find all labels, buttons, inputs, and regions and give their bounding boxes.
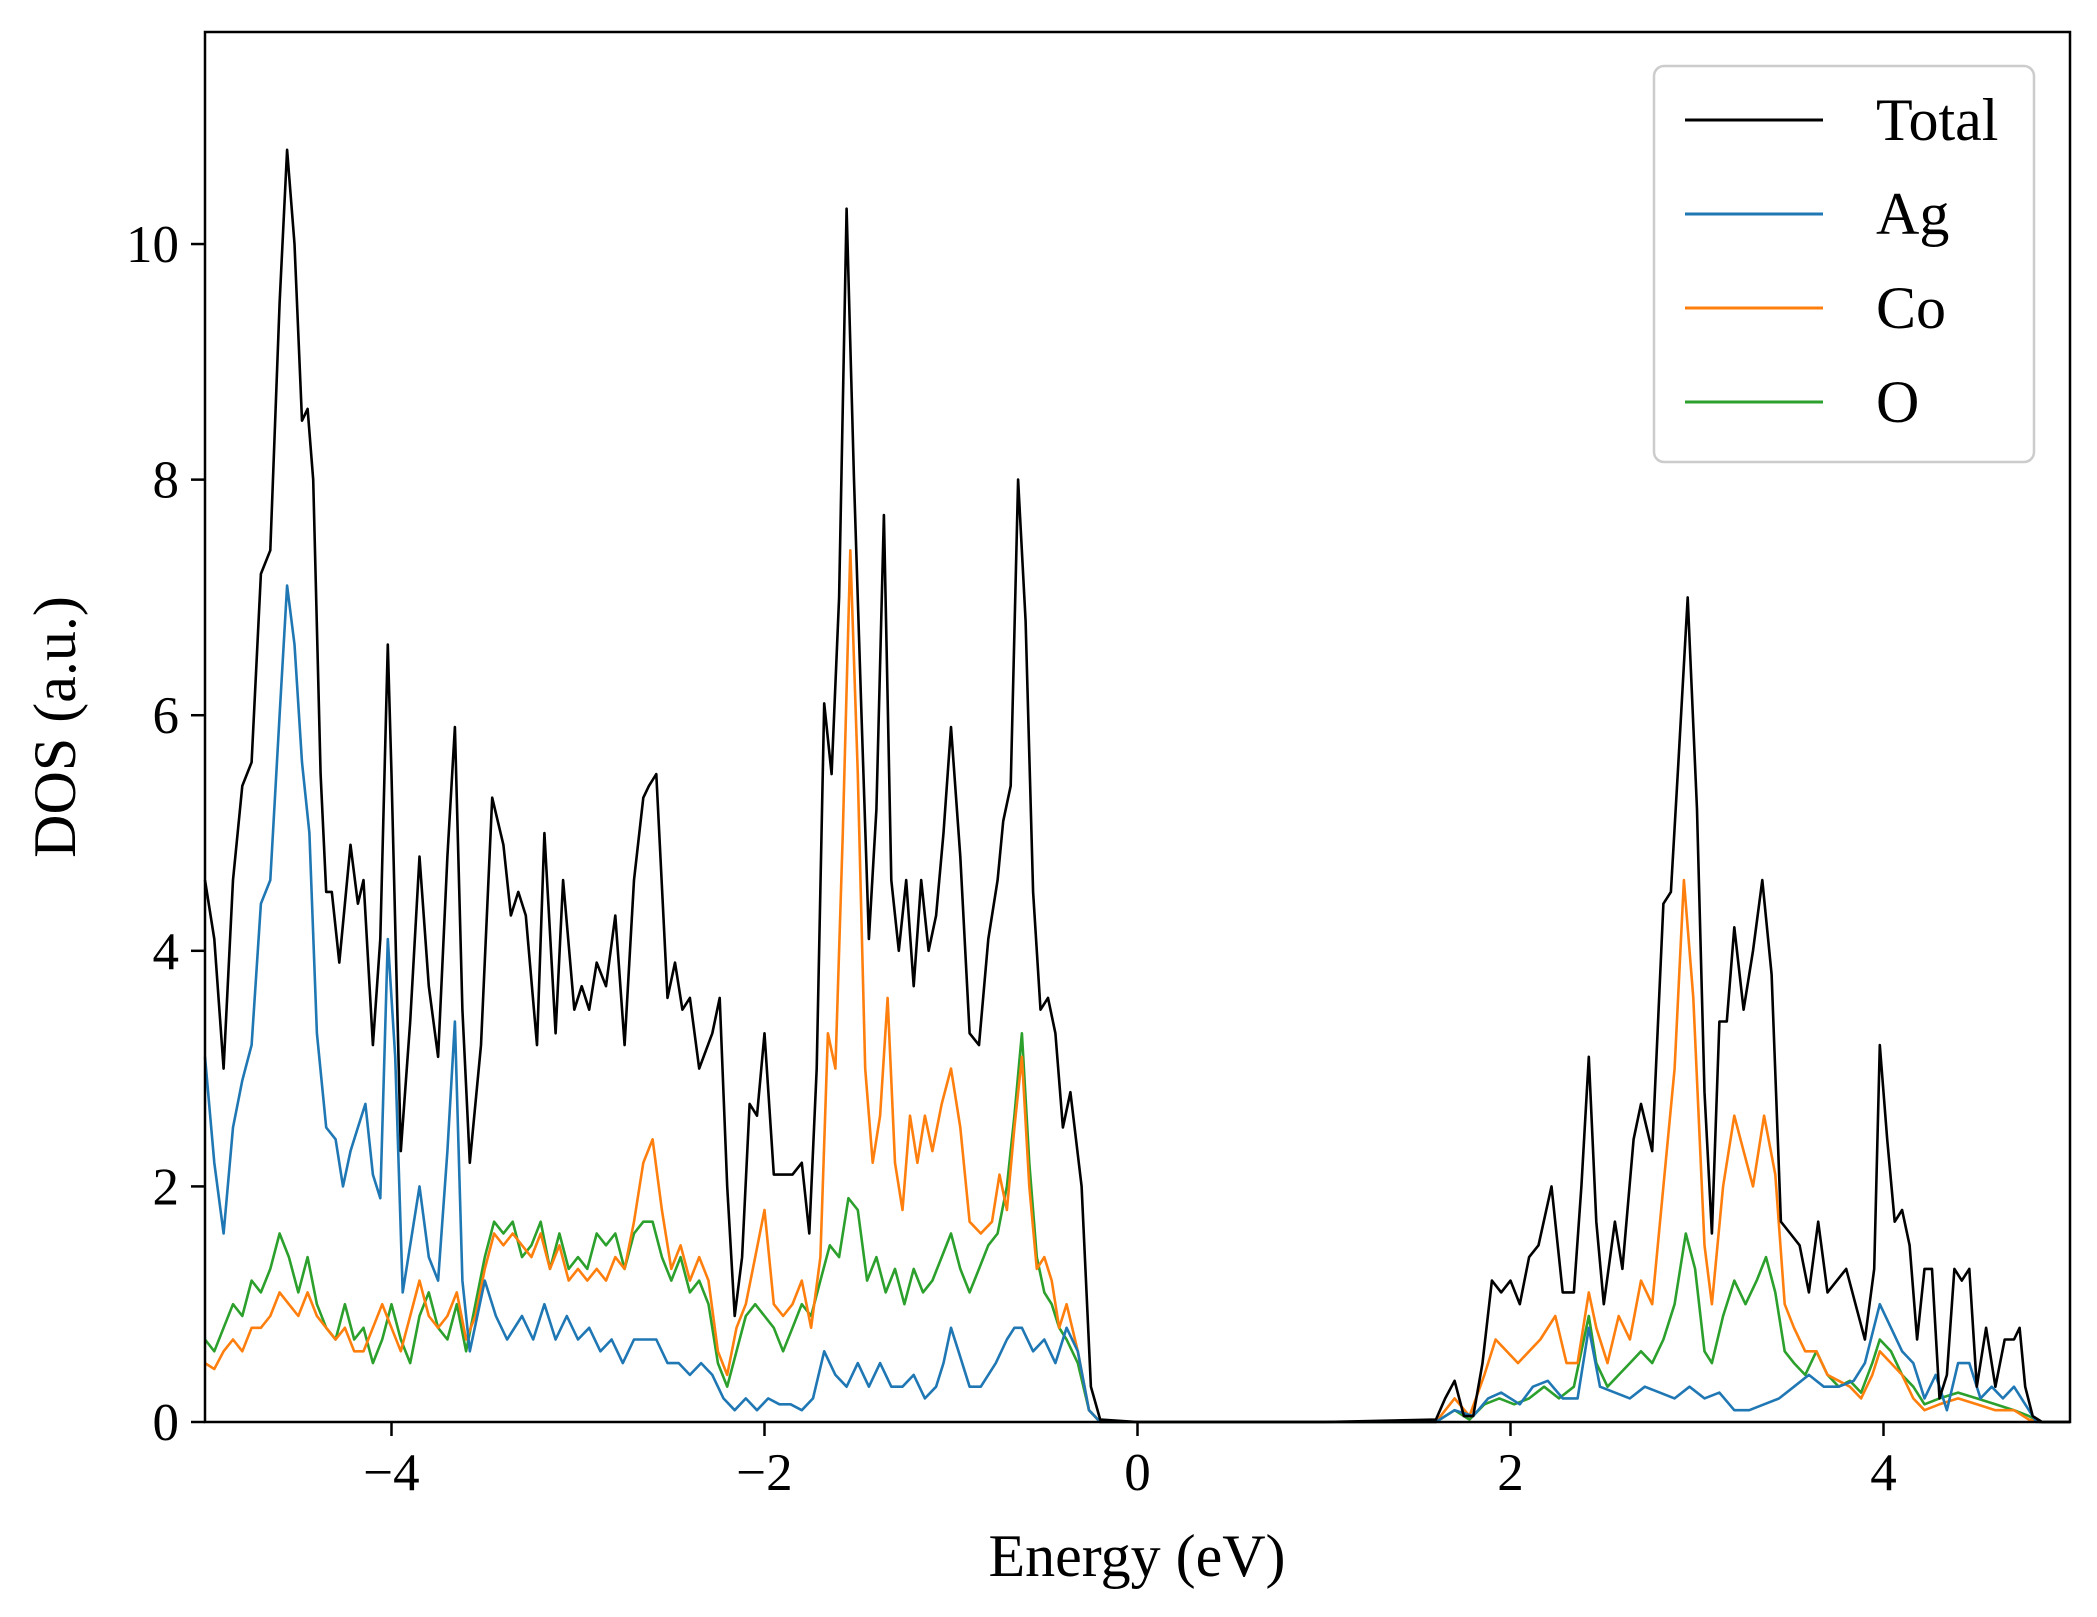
y-tick-label: 6 <box>153 687 180 745</box>
y-axis-label: DOS (a.u.) <box>22 596 88 858</box>
y-tick-label: 0 <box>153 1394 180 1452</box>
x-tick-label: 0 <box>1124 1444 1151 1502</box>
legend-label-total: Total <box>1876 87 1998 153</box>
series-line-total <box>203 148 2070 1424</box>
legend: Total Ag Co O <box>1652 64 2036 464</box>
y-tick-label: 2 <box>153 1158 180 1216</box>
series-line-co <box>204 549 2070 1424</box>
y-tick-label: 4 <box>153 923 180 981</box>
series-line-ag <box>203 584 2070 1424</box>
x-axis-label: Energy (eV) <box>988 1523 1285 1589</box>
series-layer <box>203 148 2070 1424</box>
x-tick-label: 4 <box>1870 1444 1897 1502</box>
x-axis-ticks: −4 −2 0 2 4 <box>363 1422 1897 1502</box>
x-tick-label: −2 <box>736 1444 792 1502</box>
x-tick-label: 2 <box>1497 1444 1524 1502</box>
legend-box <box>1652 64 2036 464</box>
legend-label-ag: Ag <box>1876 181 1949 247</box>
y-tick-label: 8 <box>153 452 180 510</box>
legend-items: Total Ag Co O <box>1685 87 1998 435</box>
legend-label-co: Co <box>1876 275 1946 341</box>
x-tick-label: −4 <box>363 1444 419 1502</box>
y-axis-ticks: 0 2 4 6 8 10 <box>126 216 205 1452</box>
legend-label-o: O <box>1876 369 1919 435</box>
y-tick-label: 10 <box>126 216 179 274</box>
